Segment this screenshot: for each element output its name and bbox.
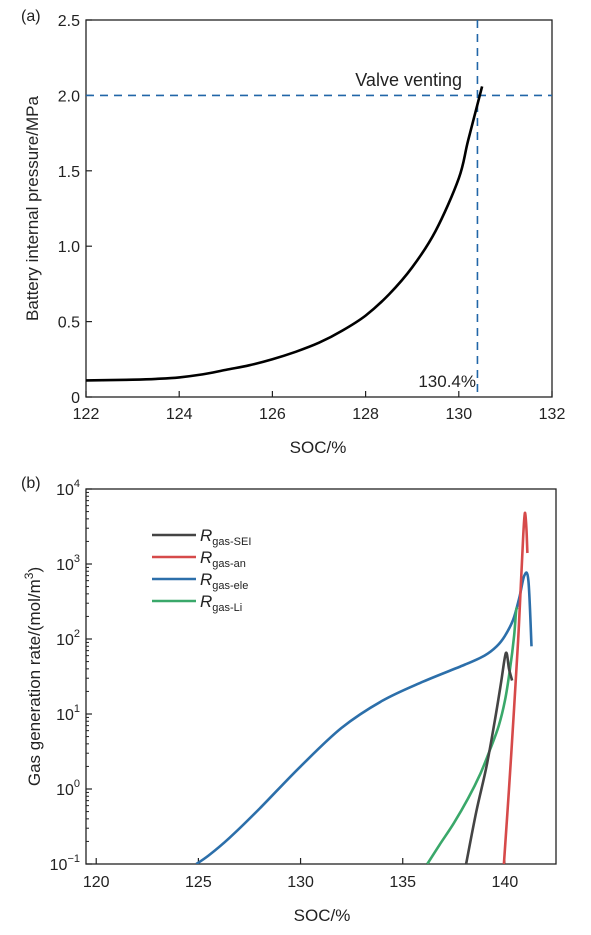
x-tick-label: 130: [445, 406, 472, 423]
series-line-gas-ele: [195, 571, 533, 864]
y-tick-exponent: 4: [74, 478, 80, 490]
pressure-curve: [86, 86, 484, 382]
panel-label: (a): [21, 8, 41, 25]
legend-label: Rgas-an: [200, 548, 246, 570]
plot-frame: [85, 488, 557, 865]
legend-label: Rgas-Li: [200, 592, 242, 614]
y-tick-label: 1.5: [58, 164, 80, 181]
y-tick-label: 103: [56, 553, 80, 574]
y-tick-label: 0: [71, 390, 80, 407]
legend-label-subscript: gas-ele: [212, 580, 248, 592]
y-tick-base: 10: [56, 707, 74, 724]
y-tick-label: 101: [56, 703, 80, 724]
series-line-gas-Li: [426, 606, 519, 864]
x-tick-label: 120: [83, 874, 110, 891]
y-tick-label: 102: [56, 628, 80, 649]
y-tick-exponent: 3: [74, 553, 80, 565]
x-tick-label: 140: [492, 874, 519, 891]
x-tick-label: 135: [389, 874, 416, 891]
y-axis-label-main: Gas generation rate/(mol/m: [25, 579, 44, 786]
y-tick-base: 10: [56, 782, 74, 799]
y-tick-exponent: 2: [74, 628, 80, 640]
legend-label: Rgas-ele: [200, 570, 248, 592]
x-tick-label: 130: [287, 874, 314, 891]
x-tick-label: 125: [185, 874, 212, 891]
y-tick-label: 2.0: [58, 88, 80, 105]
x-tick-label: 122: [73, 406, 100, 423]
x-tick-label: 126: [259, 406, 286, 423]
y-tick-label: 100: [56, 778, 80, 799]
x-tick-label: 132: [539, 406, 566, 423]
y-tick-base: 10: [56, 557, 74, 574]
plot-frame: [85, 19, 553, 398]
y-tick-label: 0.5: [58, 315, 80, 332]
y-axis-label: Gas generation rate/(mol/m3): [22, 567, 44, 786]
y-tick-label: 1.0: [58, 239, 80, 256]
x-axis-label: SOC/%: [294, 906, 351, 925]
panel-a: 122 124 126 128 130 132 0 0.5 1.0 1.5 2.0 2.5 SOC/% B…: [21, 8, 565, 457]
legend-label-symbol: R: [200, 570, 212, 589]
y-tick-base: 10: [56, 482, 74, 499]
y-tick-base: 10: [56, 632, 74, 649]
legend-label: Rgas-SEI: [200, 526, 251, 548]
legend-label-subscript: gas-SEI: [212, 536, 251, 548]
series-line-gas-SEI: [464, 651, 514, 864]
y-axis-label: Battery internal pressure/MPa: [23, 96, 42, 321]
y-axis-label-sup: 3: [22, 572, 36, 579]
valve-venting-annotation: Valve venting: [355, 70, 462, 90]
y-tick-exponent: −1: [67, 853, 80, 865]
y-tick-label: 104: [56, 478, 80, 499]
legend-label-symbol: R: [200, 592, 212, 611]
y-tick-base: 10: [50, 857, 68, 874]
y-tick-label: 2.5: [58, 13, 80, 30]
venting-soc-annotation: 130.4%: [418, 372, 476, 391]
x-tick-label: 128: [352, 406, 379, 423]
series-line-gas-an: [502, 511, 529, 864]
y-tick-label: 10−1: [50, 853, 80, 874]
y-tick-exponent: 0: [74, 778, 80, 790]
x-axis-label: SOC/%: [290, 438, 347, 457]
panel-label: (b): [21, 475, 41, 492]
y-axis-label-tail: ): [25, 567, 44, 573]
legend-label-subscript: gas-an: [212, 558, 246, 570]
legend-label-symbol: R: [200, 548, 212, 567]
legend-label-subscript: gas-Li: [212, 602, 242, 614]
x-tick-label: 124: [166, 406, 193, 423]
y-tick-exponent: 1: [74, 703, 80, 715]
legend-label-symbol: R: [200, 526, 212, 545]
panel-b: 120 125 130 135 14010−1100101102103104SOC/%G…: [21, 475, 557, 925]
